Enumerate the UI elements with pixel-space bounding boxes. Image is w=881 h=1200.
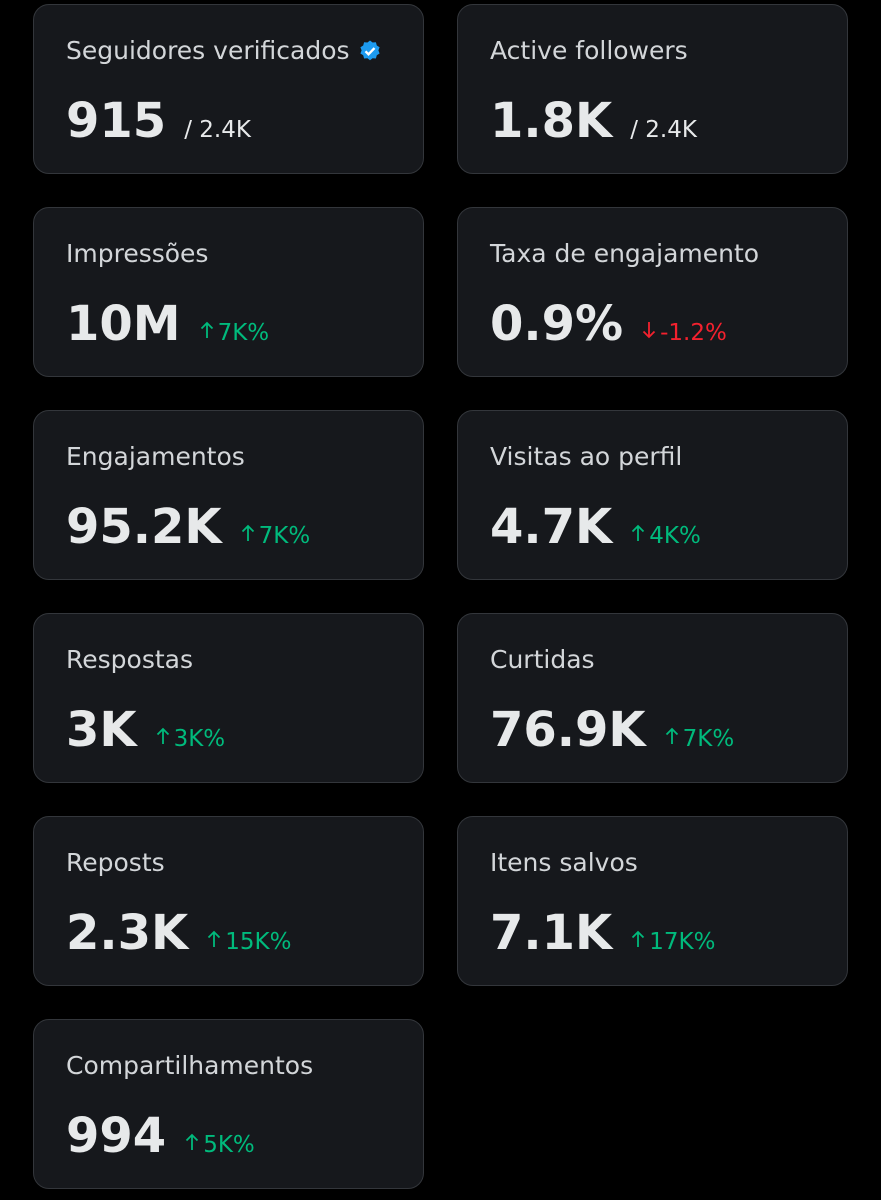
stat-label: Visitas ao perfil <box>490 442 683 471</box>
stat-change: 17K% <box>630 929 715 955</box>
change-arrow <box>241 524 254 541</box>
stat-total: / 2.4K <box>184 117 251 143</box>
stat-change: 7K% <box>240 523 311 549</box>
stat-value: 4.7K <box>490 499 613 555</box>
stat-change: 7K% <box>664 726 735 752</box>
stat-value-row: 2.3K 15K% <box>66 903 291 963</box>
stat-change-text: 5K% <box>203 1132 255 1158</box>
stat-label-row: Reposts <box>66 845 165 881</box>
stat-value: 994 <box>66 1108 167 1164</box>
stat-change: -1.2% <box>641 320 727 346</box>
stat-label-row: Seguidores verificados <box>66 33 382 69</box>
stat-label: Active followers <box>490 36 688 65</box>
change-arrow <box>156 727 169 744</box>
stat-value-row: 3K 3K% <box>66 700 225 760</box>
stat-change-text: 7K% <box>258 523 311 549</box>
stat-value: 0.9% <box>490 296 624 352</box>
stat-label-row: Curtidas <box>490 642 595 678</box>
stat-change-text: 17K% <box>649 929 716 955</box>
stat-value: 915 <box>66 93 167 149</box>
change-arrow <box>186 1133 199 1150</box>
stat-change-text: 7K% <box>682 726 735 752</box>
stat-label-row: Visitas ao perfil <box>490 439 682 475</box>
stat-total: / 2.4K <box>630 117 697 143</box>
stat-label-row: Active followers <box>490 33 688 69</box>
stat-label: Reposts <box>66 848 165 877</box>
change-arrow <box>208 930 221 947</box>
stat-value: 1.8K <box>490 93 613 149</box>
stat-label: Taxa de engajamento <box>490 239 760 268</box>
stat-card: Seguidores verificados 915 / 2.4K <box>33 4 424 174</box>
stat-value-row: 4.7K 4K% <box>490 497 701 557</box>
stat-label: Impressões <box>66 239 209 268</box>
stat-value: 7.1K <box>490 905 613 961</box>
stat-label: Respostas <box>66 645 193 674</box>
stat-value-row: 95.2K 7K% <box>66 497 310 557</box>
stat-value-row: 7.1K 17K% <box>490 903 715 963</box>
stat-change: 4K% <box>630 523 701 549</box>
stat-change: 3K% <box>155 726 226 752</box>
stat-change: 5K% <box>184 1132 255 1158</box>
stat-card: Taxa de engajamento 0.9% -1.2% <box>457 207 848 377</box>
stat-card: Curtidas 76.9K 7K% <box>457 613 848 783</box>
stat-card: Active followers 1.8K / 2.4K <box>457 4 848 174</box>
stat-value-row: 1.8K / 2.4K <box>490 91 697 151</box>
stat-label-row: Engajamentos <box>66 439 245 475</box>
stat-label: Curtidas <box>490 645 595 674</box>
stat-value: 3K <box>66 702 137 758</box>
stat-label: Compartilhamentos <box>66 1051 314 1080</box>
verified-badge <box>359 40 380 61</box>
change-arrow <box>665 727 678 744</box>
stat-label: Itens salvos <box>490 848 638 877</box>
stat-value-row: 994 5K% <box>66 1106 255 1166</box>
stat-label: Engajamentos <box>66 442 245 471</box>
stats-grid: Seguidores verificados 915/ 2.4K Active fo… <box>33 4 848 1189</box>
stat-value-row: 10M 7K% <box>66 294 269 354</box>
stat-change-text: 15K% <box>225 929 292 955</box>
stat-label-row: Taxa de engajamento <box>490 236 759 272</box>
stat-value: 76.9K <box>490 702 646 758</box>
stat-change: 7K% <box>199 320 270 346</box>
stat-card: Impressões 10M 7K% <box>33 207 424 377</box>
stat-value-row: 76.9K 7K% <box>490 700 734 760</box>
stat-card: Reposts 2.3K 15K% <box>33 816 424 986</box>
stat-value-row: 0.9% -1.2% <box>490 294 727 354</box>
change-arrow <box>642 322 656 339</box>
stat-label-row: Respostas <box>66 642 193 678</box>
stat-value: 2.3K <box>66 905 189 961</box>
stat-card: Compartilhamentos 994 5K% <box>33 1019 424 1189</box>
stat-card: Itens salvos 7.1K 17K% <box>457 816 848 986</box>
stat-change-text: 4K% <box>649 523 701 549</box>
stat-change-text: 3K% <box>173 726 226 752</box>
stat-change-text: -1.2% <box>660 320 727 346</box>
stat-label-row: Itens salvos <box>490 845 638 881</box>
change-arrow <box>632 930 645 947</box>
stat-value-row: 915 / 2.4K <box>66 91 251 151</box>
stat-card: Engajamentos 95.2K 7K% <box>33 410 424 580</box>
change-arrow <box>632 524 645 541</box>
stat-label-row: Compartilhamentos <box>66 1048 313 1084</box>
stat-card: Visitas ao perfil 4.7K 4K% <box>457 410 848 580</box>
stat-change-text: 7K% <box>217 320 270 346</box>
stat-value: 10M <box>66 296 181 352</box>
stat-card: Respostas 3K 3K% <box>33 613 424 783</box>
stat-value: 95.2K <box>66 499 222 555</box>
stat-change: 15K% <box>206 929 291 955</box>
stat-label-row: Impressões <box>66 236 208 272</box>
change-arrow <box>200 321 213 338</box>
stat-label: Seguidores verificados <box>66 36 350 65</box>
